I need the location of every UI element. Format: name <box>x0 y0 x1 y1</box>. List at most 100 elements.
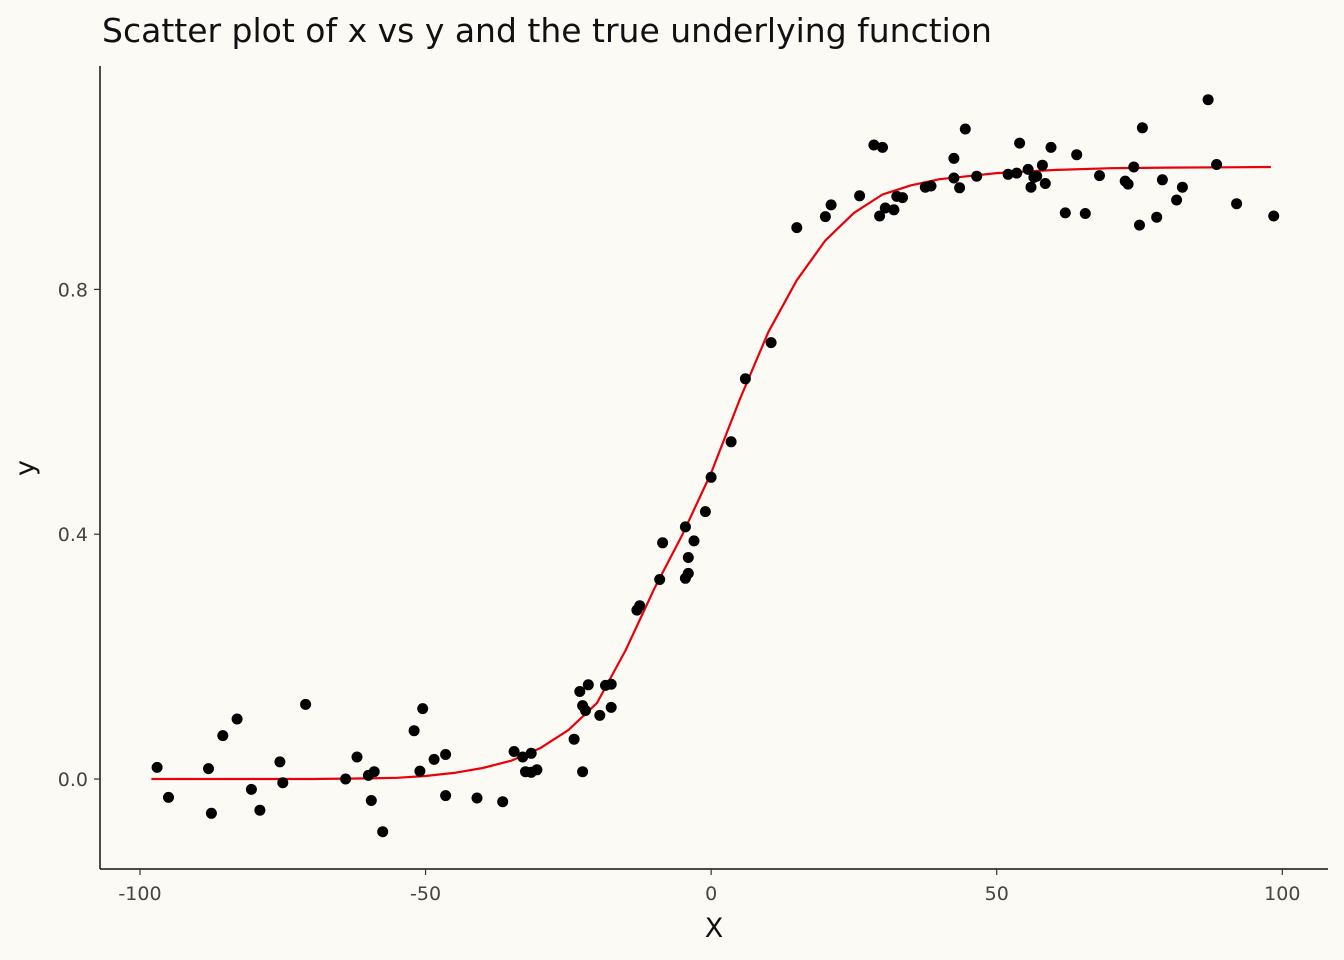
data-point <box>682 552 694 563</box>
data-point <box>417 703 429 715</box>
data-point <box>1136 122 1148 134</box>
data-point <box>568 733 580 745</box>
data-point <box>1176 181 1188 193</box>
curve-layer <box>151 165 1271 781</box>
data-point <box>1171 194 1183 206</box>
data-point <box>1039 178 1051 189</box>
data-point <box>377 826 389 838</box>
data-point <box>365 795 377 806</box>
data-point <box>1031 170 1043 182</box>
data-point <box>1025 181 1037 193</box>
data-point <box>925 180 937 192</box>
data-point <box>825 199 837 211</box>
data-point <box>471 792 483 804</box>
data-point <box>274 756 286 768</box>
x-tick-label: -50 <box>410 883 441 905</box>
data-point <box>525 747 537 759</box>
chart-title: Scatter plot of x vs y and the true unde… <box>102 11 992 50</box>
data-point <box>1122 178 1134 190</box>
data-point <box>1036 159 1048 171</box>
true-function-curve <box>151 165 1271 781</box>
data-point <box>879 202 891 214</box>
data-point <box>351 751 363 763</box>
data-point <box>1151 211 1163 223</box>
data-point <box>1011 167 1023 179</box>
data-point <box>725 436 737 448</box>
x-axis-title: X <box>705 913 724 944</box>
data-point <box>1022 163 1034 175</box>
data-point <box>948 152 960 164</box>
data-point <box>1202 94 1214 106</box>
data-point <box>163 791 174 803</box>
data-point <box>679 521 691 533</box>
data-point <box>605 678 617 690</box>
data-point <box>408 725 420 737</box>
data-point <box>819 211 831 223</box>
data-point <box>682 567 694 579</box>
data-point <box>508 746 520 757</box>
data-point <box>877 141 888 153</box>
data-point <box>657 537 669 549</box>
data-point <box>151 761 163 773</box>
data-point <box>705 471 717 483</box>
data-point <box>277 777 289 789</box>
x-tick-label: -100 <box>118 883 161 905</box>
y-tick-label: 0.0 <box>58 769 88 791</box>
data-point <box>1071 149 1083 161</box>
data-point <box>954 182 966 194</box>
y-tick-label: 0.8 <box>58 279 88 301</box>
axes <box>99 66 1328 870</box>
data-point <box>440 790 452 802</box>
data-point <box>948 172 960 184</box>
data-point <box>440 749 452 760</box>
data-point <box>205 807 217 819</box>
data-point <box>634 600 646 612</box>
data-point <box>1268 210 1280 222</box>
data-point <box>854 190 866 202</box>
data-point <box>1079 208 1091 219</box>
data-point <box>1045 141 1057 153</box>
data-point <box>245 783 257 795</box>
data-point <box>231 713 243 725</box>
data-point <box>897 192 908 204</box>
data-point <box>580 705 591 716</box>
data-point <box>1128 161 1140 173</box>
data-point <box>765 337 777 349</box>
data-point <box>531 764 543 776</box>
data-point <box>971 170 983 182</box>
data-point <box>1059 207 1071 219</box>
data-point <box>791 222 803 234</box>
data-point <box>574 686 586 697</box>
data-point <box>217 730 229 742</box>
data-point <box>699 506 711 518</box>
data-point <box>577 766 589 778</box>
data-point <box>1134 219 1145 231</box>
data-point <box>340 773 352 785</box>
data-point <box>868 139 880 151</box>
data-point <box>1211 159 1223 170</box>
data-point <box>605 701 617 713</box>
data-point <box>1231 198 1243 210</box>
data-point <box>688 535 700 547</box>
data-point <box>254 804 266 816</box>
data-point <box>300 698 312 710</box>
data-point <box>888 204 900 216</box>
data-point <box>497 796 509 808</box>
points-layer <box>151 94 1280 838</box>
data-point <box>654 574 666 585</box>
data-point <box>517 751 529 763</box>
data-point <box>1002 168 1014 180</box>
data-point <box>582 679 594 691</box>
data-point <box>1014 137 1026 149</box>
ticks: -100 -50 0 50 100 0.0 0.4 0.8 <box>58 279 1301 905</box>
data-point <box>739 373 751 385</box>
data-point <box>594 709 606 721</box>
x-tick-label: 100 <box>1264 883 1300 905</box>
data-point <box>874 210 886 222</box>
data-point <box>959 123 971 135</box>
data-point <box>1156 174 1168 186</box>
x-tick-label: 0 <box>705 883 717 905</box>
y-axis-title: y <box>10 460 41 476</box>
